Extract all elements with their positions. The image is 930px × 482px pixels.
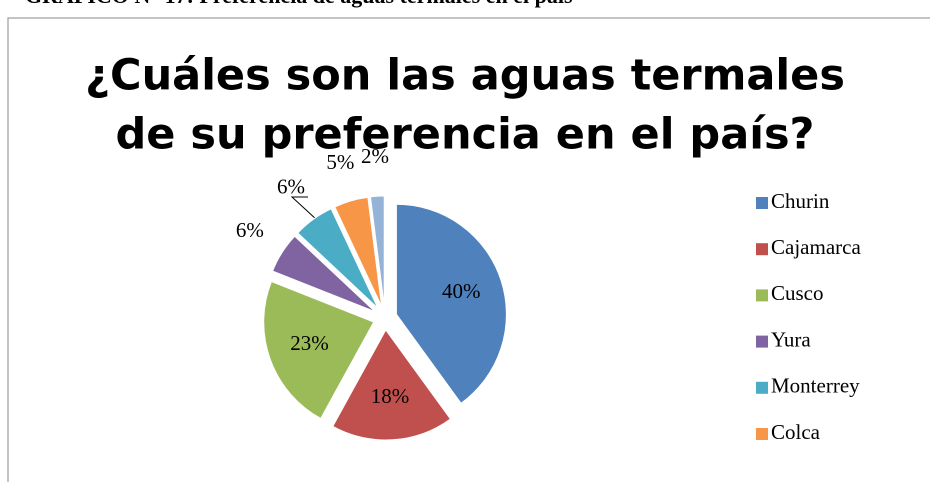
chart-title: de su preferencia en el país? — [115, 110, 814, 160]
legend-label: Colca — [771, 420, 821, 444]
legend-label: Monterrey — [771, 374, 860, 398]
legend-swatch — [756, 428, 768, 440]
legend-label: Churin — [771, 189, 830, 213]
data-label: 2% — [361, 144, 389, 168]
data-label: 5% — [326, 150, 354, 174]
pie-slice — [334, 196, 383, 307]
pie-slice — [369, 195, 385, 307]
legend-swatch — [756, 289, 768, 302]
legend-label: Cusco — [771, 281, 824, 305]
pie-slice — [395, 203, 507, 404]
pie-slice — [271, 235, 376, 313]
legend-label: Cajamarca — [771, 235, 861, 259]
legend-swatch — [756, 197, 768, 209]
chart-title: ¿Cuáles son las aguas termales — [85, 51, 845, 101]
legend-swatch — [756, 243, 768, 256]
caption: GRÁFICO N° 17: Preferencia de aguas term… — [25, 0, 573, 8]
legend-swatch — [756, 381, 768, 394]
legend-swatch — [756, 335, 768, 348]
chart-frame — [7, 17, 930, 482]
pie-slice — [263, 280, 375, 420]
data-label: 6% — [236, 218, 264, 242]
pie-slice — [297, 208, 379, 309]
data-label: 23% — [290, 331, 329, 355]
pie-slice — [332, 329, 452, 441]
data-label: 40% — [442, 279, 481, 303]
data-label: 6% — [277, 174, 305, 198]
data-label: 18% — [371, 384, 410, 408]
legend-label: Yura — [771, 327, 811, 351]
